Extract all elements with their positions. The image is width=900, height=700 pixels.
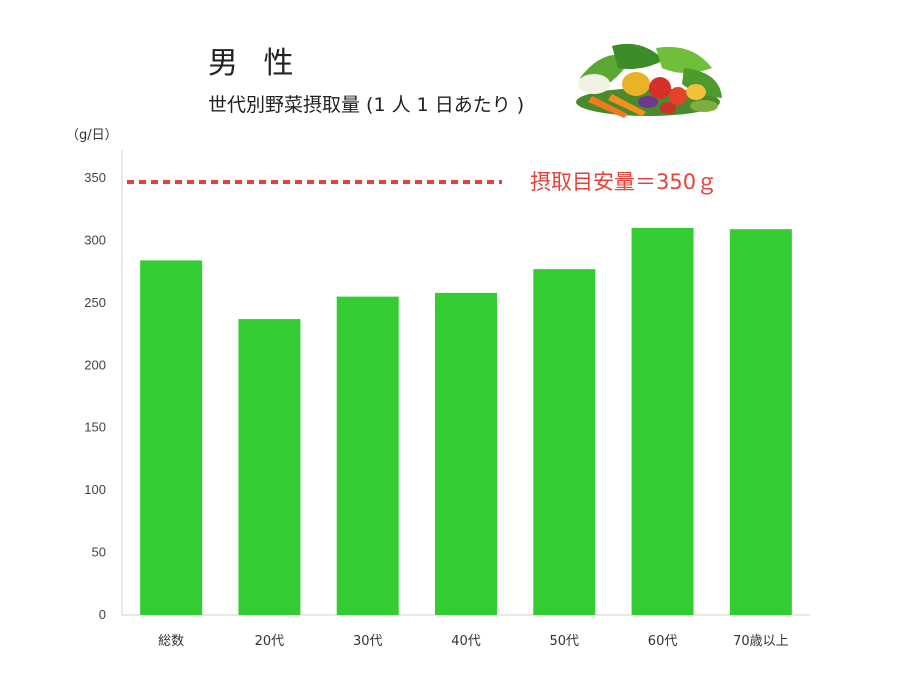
bar	[533, 269, 596, 615]
x-tick-label: 30代	[353, 634, 383, 649]
chart-subtitle: 世代別野菜摂取量 (1 人 1 日あたり )	[208, 94, 525, 116]
x-tick-label: 20代	[255, 634, 285, 649]
bar	[140, 260, 203, 615]
y-axis-unit: （g/日）	[66, 128, 118, 143]
bar	[238, 319, 301, 615]
x-tick-label: 60代	[648, 634, 678, 649]
y-tick-label: 300	[84, 232, 106, 247]
y-tick-label: 350	[84, 170, 106, 185]
bar	[631, 227, 694, 615]
y-tick-label: 50	[92, 545, 106, 560]
y-tick-label: 0	[99, 607, 106, 622]
x-tick-label: 40代	[451, 634, 481, 649]
x-tick-label: 70歳以上	[733, 634, 789, 649]
target-reference-label: 摂取目安量＝350ｇ	[530, 170, 717, 194]
x-tick-label: 総数	[158, 634, 184, 649]
chart-title: 男 性	[208, 46, 302, 81]
vegetables-illustration	[576, 43, 722, 118]
bar	[729, 229, 792, 616]
bar	[435, 292, 497, 615]
bar	[336, 296, 399, 615]
y-tick-label: 100	[84, 482, 106, 497]
y-tick-label: 150	[84, 420, 106, 435]
y-tick-label: 250	[84, 295, 106, 310]
x-tick-label: 50代	[550, 634, 580, 649]
y-tick-label: 200	[84, 357, 106, 372]
